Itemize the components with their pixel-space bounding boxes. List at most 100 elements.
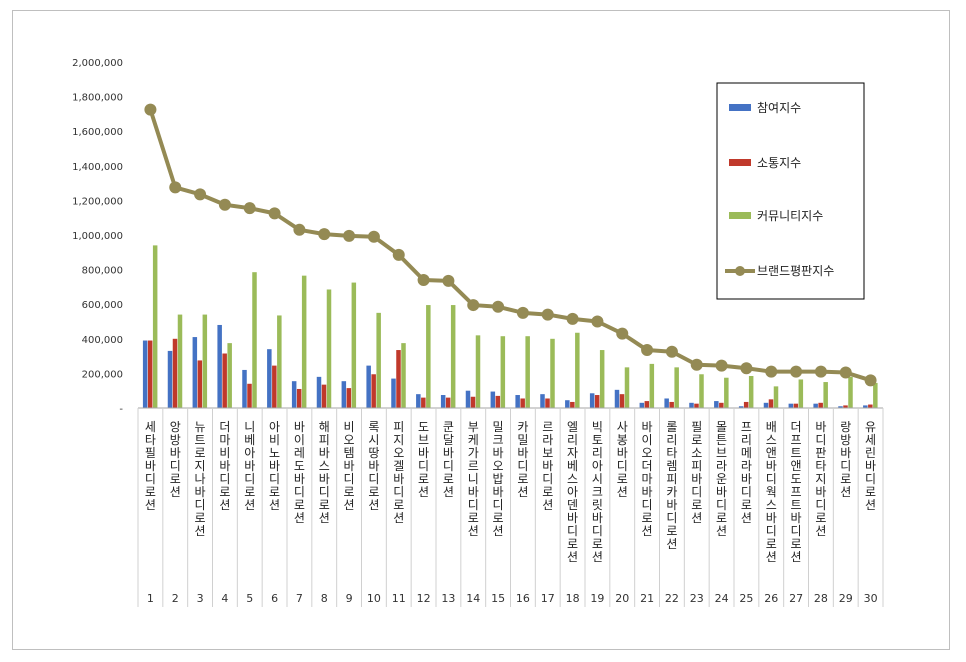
bar-1 bbox=[167, 350, 173, 408]
y-tick-label: 600,000 bbox=[82, 300, 123, 311]
bar-1 bbox=[714, 401, 719, 408]
bar-2 bbox=[594, 395, 600, 408]
bar-3 bbox=[475, 335, 481, 408]
reputation-point bbox=[318, 228, 331, 241]
bar-2 bbox=[520, 398, 525, 408]
legend-swatch bbox=[729, 212, 751, 219]
bar-1 bbox=[465, 390, 471, 408]
bar-3 bbox=[649, 363, 655, 408]
reputation-point bbox=[194, 188, 207, 201]
bar-2 bbox=[396, 350, 401, 408]
legend-swatch bbox=[729, 159, 751, 166]
bar-3 bbox=[724, 377, 729, 408]
bar-1 bbox=[416, 394, 421, 408]
bar-2 bbox=[768, 399, 774, 408]
x-rank-label: 17 bbox=[541, 592, 555, 605]
bar-1 bbox=[440, 395, 446, 408]
x-rank-label: 2 bbox=[172, 592, 179, 605]
reputation-point bbox=[541, 308, 554, 321]
bar-2 bbox=[868, 404, 873, 408]
bar-2 bbox=[719, 402, 724, 408]
bar-1 bbox=[614, 389, 620, 408]
bar-3 bbox=[177, 314, 183, 408]
bar-3 bbox=[351, 282, 357, 408]
bar-2 bbox=[793, 403, 799, 408]
reputation-point bbox=[641, 344, 654, 357]
x-rank-label: 22 bbox=[665, 592, 679, 605]
reputation-point bbox=[566, 312, 579, 325]
bar-3 bbox=[450, 305, 456, 408]
reputation-point bbox=[467, 299, 480, 312]
bar-1 bbox=[490, 391, 496, 408]
bar-3 bbox=[773, 386, 779, 408]
x-rank-label: 25 bbox=[739, 592, 753, 605]
reputation-point bbox=[516, 306, 529, 319]
x-rank-label: 26 bbox=[764, 592, 778, 605]
bar-3 bbox=[748, 375, 754, 408]
x-rank-label: 30 bbox=[864, 592, 878, 605]
bar-2 bbox=[818, 402, 823, 408]
legend-line-marker bbox=[735, 266, 745, 276]
bar-2 bbox=[644, 401, 650, 408]
reputation-point bbox=[616, 327, 629, 340]
y-tick-label: 1,400,000 bbox=[72, 162, 123, 173]
bar-2 bbox=[743, 401, 749, 408]
bar-1 bbox=[291, 381, 297, 408]
x-rank-label: 27 bbox=[789, 592, 803, 605]
x-rank-label: 20 bbox=[615, 592, 629, 605]
legend-label: 브랜드평판지수 bbox=[757, 264, 834, 278]
bar-3 bbox=[674, 367, 679, 408]
bar-3 bbox=[599, 350, 605, 408]
bars bbox=[142, 245, 878, 408]
x-rank-label: 12 bbox=[417, 592, 431, 605]
bar-1 bbox=[838, 406, 843, 408]
y-tick-label: 1,600,000 bbox=[72, 127, 123, 138]
bar-1 bbox=[391, 378, 396, 408]
reputation-point bbox=[665, 345, 678, 358]
reputation-point bbox=[864, 374, 877, 387]
bar-1 bbox=[366, 365, 371, 408]
bar-3 bbox=[252, 272, 257, 408]
bar-1 bbox=[689, 402, 694, 408]
x-axis: 세 타 필 바 디 로 션 1 앙 방 바 디 로 션 2 뉴 트 로 지 나 바 디 로 션 3 더 마 비 바 디 로 션 4 니 베 아 바 디 로 션… bbox=[137, 407, 884, 607]
reputation-point bbox=[740, 362, 753, 375]
x-rank-label: 28 bbox=[814, 592, 828, 605]
x-rank-label: 13 bbox=[441, 592, 455, 605]
bar-3 bbox=[152, 245, 158, 408]
reputation-point bbox=[790, 365, 803, 378]
reputation-point bbox=[492, 300, 505, 313]
reputation-point bbox=[591, 315, 604, 328]
bar-1 bbox=[738, 406, 744, 408]
bar-1 bbox=[664, 398, 669, 408]
bar-2 bbox=[669, 401, 674, 408]
bar-3 bbox=[326, 289, 332, 408]
bar-1 bbox=[763, 402, 769, 408]
bar-2 bbox=[222, 353, 227, 408]
bar-3 bbox=[823, 382, 828, 408]
bar-3 bbox=[401, 343, 406, 408]
y-tick-label: 2,000,000 bbox=[72, 58, 123, 69]
reputation-point bbox=[442, 274, 455, 287]
reputation-point bbox=[715, 359, 728, 372]
bar-1 bbox=[267, 349, 272, 408]
bar-3 bbox=[202, 314, 208, 408]
x-rank-label: 5 bbox=[246, 592, 253, 605]
reputation-point bbox=[169, 181, 182, 194]
bar-3 bbox=[624, 367, 630, 408]
x-rank-label: 18 bbox=[566, 592, 580, 605]
bar-3 bbox=[227, 343, 232, 408]
legend-box bbox=[716, 82, 865, 300]
